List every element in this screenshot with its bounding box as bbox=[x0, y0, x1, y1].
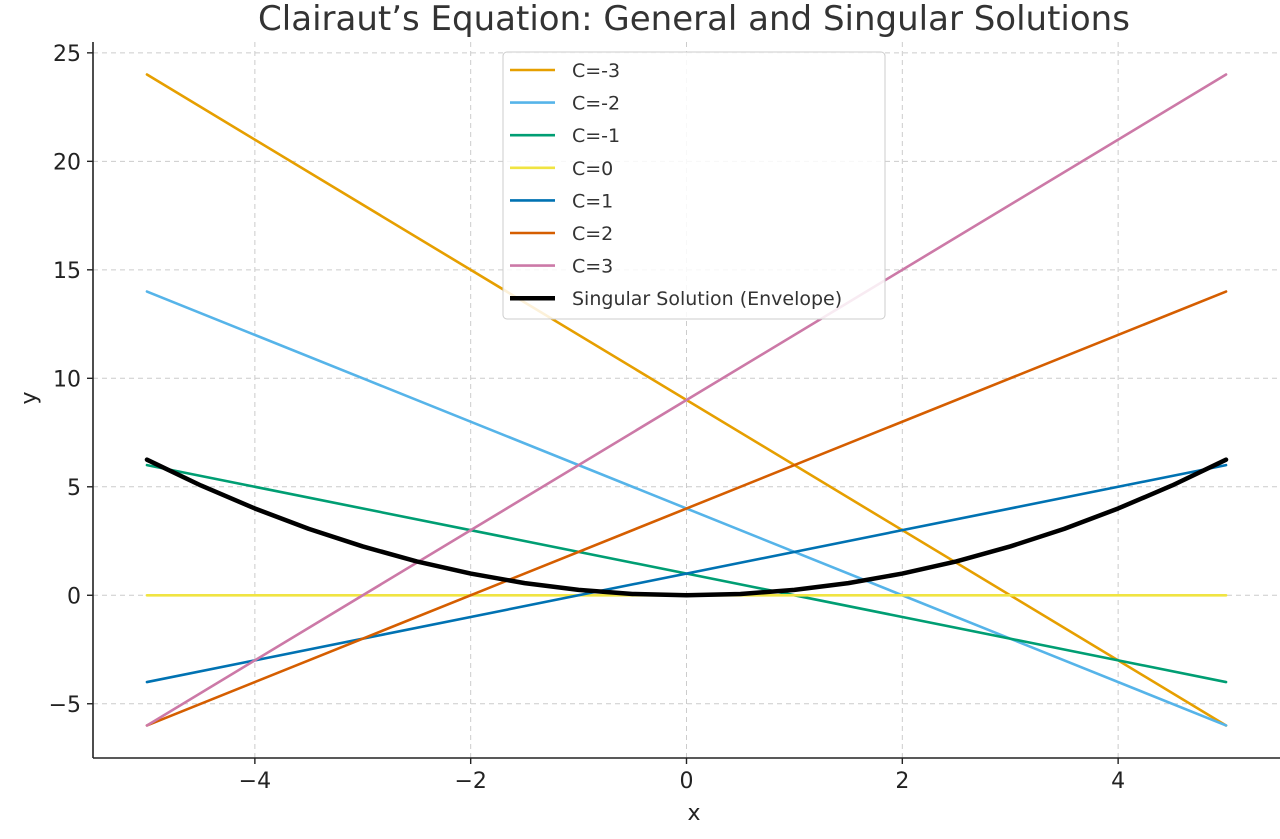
series-line-envelope bbox=[144, 457, 1229, 598]
x-tick-label: −4 bbox=[239, 769, 271, 794]
series-line-c2 bbox=[145, 290, 1228, 727]
y-tick-label: −5 bbox=[49, 693, 81, 718]
ticks-layer: −4 −2 0 2 4 −5 0 5 10 15 20 25 bbox=[49, 42, 1126, 794]
series-line-c1 bbox=[145, 463, 1228, 684]
y-tick-label: 0 bbox=[67, 584, 81, 609]
y-axis-label: y bbox=[17, 391, 42, 404]
y-tick-label: 25 bbox=[53, 42, 81, 67]
legend-box bbox=[502, 51, 886, 320]
legend-item: C=-2 bbox=[510, 93, 620, 115]
legend-item: Singular Solution (Envelope) bbox=[510, 288, 842, 310]
series-layer bbox=[144, 73, 1229, 727]
legend-label: C=1 bbox=[572, 190, 613, 212]
legend-item: C=0 bbox=[510, 158, 613, 180]
legend-label: C=-2 bbox=[572, 93, 620, 115]
chart-title: Clairaut’s Equation: General and Singula… bbox=[258, 0, 1130, 39]
legend-item: C=1 bbox=[510, 190, 613, 212]
legend: C=-3 C=-2 C=-1 C=0 C=1 C=2 C=3 Singular Solutio… bbox=[502, 51, 886, 320]
y-tick-label: 20 bbox=[53, 150, 81, 175]
x-tick-label: 4 bbox=[1111, 769, 1125, 794]
legend-item: C=-3 bbox=[510, 60, 620, 82]
x-tick-label: −2 bbox=[454, 769, 486, 794]
legend-label: C=2 bbox=[572, 223, 613, 245]
series-line-c3 bbox=[145, 73, 1228, 727]
legend-label: C=3 bbox=[572, 256, 613, 278]
legend-label: Singular Solution (Envelope) bbox=[572, 288, 842, 310]
y-tick-label: 10 bbox=[53, 367, 81, 392]
legend-item: C=2 bbox=[510, 223, 613, 245]
legend-label: C=-1 bbox=[572, 125, 620, 147]
legend-label: C=-3 bbox=[572, 60, 620, 82]
legend-label: C=0 bbox=[572, 158, 613, 180]
legend-item: C=-1 bbox=[510, 125, 620, 147]
x-tick-label: 2 bbox=[895, 769, 909, 794]
legend-item: C=3 bbox=[510, 256, 613, 278]
x-tick-label: 0 bbox=[680, 769, 694, 794]
y-tick-label: 15 bbox=[53, 259, 81, 284]
x-axis-label: x bbox=[687, 801, 700, 826]
y-tick-label: 5 bbox=[67, 476, 81, 501]
